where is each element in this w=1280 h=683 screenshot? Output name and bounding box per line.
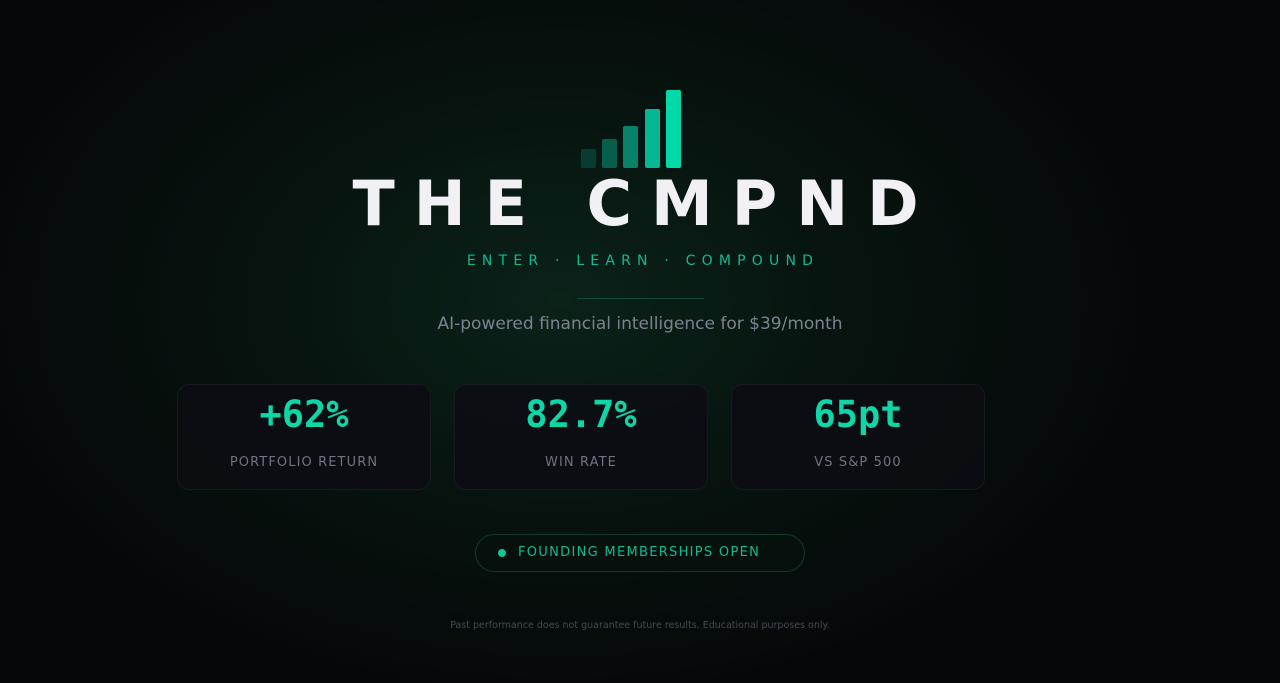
logo-bar [645, 109, 660, 168]
stat-value: 65pt [813, 393, 903, 436]
stat-label: VS S&P 500 [814, 455, 902, 470]
status-dot-icon [498, 549, 506, 557]
stat-value: +62% [259, 393, 349, 436]
brand-tagline: ENTER · LEARN · COMPOUND [466, 253, 820, 269]
logo-bar [666, 90, 681, 168]
cta-label: FOUNDING MEMBERSHIPS OPEN [518, 545, 761, 560]
stat-label: WIN RATE [545, 455, 617, 470]
brand-title: THE CMPND [352, 167, 938, 240]
stat-value: 82.7% [525, 393, 637, 436]
logo-bar [581, 149, 596, 168]
subtitle: AI-powered financial intelligence for $3… [437, 314, 843, 334]
logo-bar [623, 126, 638, 168]
logo-bar [602, 139, 617, 168]
disclaimer: Past performance does not guarantee futu… [450, 620, 830, 631]
stat-label: PORTFOLIO RETURN [229, 455, 379, 470]
founding-memberships-button[interactable]: FOUNDING MEMBERSHIPS OPEN [475, 534, 805, 572]
divider [577, 298, 704, 299]
stat-card-vs-sp500: 65pt VS S&P 500 [731, 384, 985, 490]
stat-card-win-rate: 82.7% WIN RATE [454, 384, 708, 490]
stat-card-portfolio-return: +62% PORTFOLIO RETURN [177, 384, 431, 490]
